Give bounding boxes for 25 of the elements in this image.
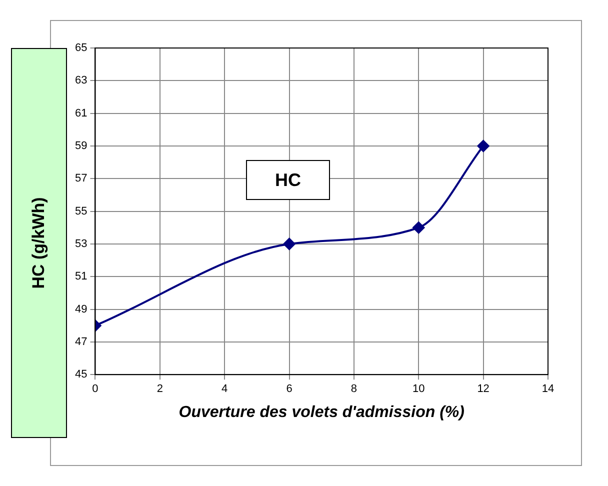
x-tick-label: 10	[412, 383, 425, 396]
x-tick-label: 0	[92, 383, 98, 396]
y-tick-label: 45	[74, 368, 88, 381]
x-tick-label: 6	[286, 383, 292, 396]
x-tick-label: 4	[222, 383, 228, 396]
x-tick-label: 14	[542, 383, 554, 396]
y-tick-label: 49	[74, 303, 88, 316]
point	[283, 238, 296, 250]
y-tick-label: 51	[74, 270, 88, 283]
x-tick-label: 2	[156, 383, 163, 396]
y-tick-label: 65	[74, 42, 88, 54]
x-tick-label: 8	[350, 383, 358, 396]
y-tick-label: 53	[74, 238, 88, 250]
y-tick-label: 63	[74, 74, 88, 87]
note-box: HC	[246, 160, 330, 200]
y-tick-label: 47	[74, 336, 88, 348]
point	[477, 140, 490, 152]
y-tick-label: 59	[74, 140, 88, 152]
x-tick-label: 12	[477, 383, 490, 396]
y-tick-label: 61	[74, 107, 88, 120]
point	[412, 222, 425, 234]
y-tick-label: 55	[74, 205, 88, 218]
y-axis-title: HC (g/kWh)	[29, 197, 49, 289]
x-axis-title: Ouverture des volets d'admission (%)	[178, 404, 464, 421]
y-tick-label: 57	[74, 172, 88, 185]
